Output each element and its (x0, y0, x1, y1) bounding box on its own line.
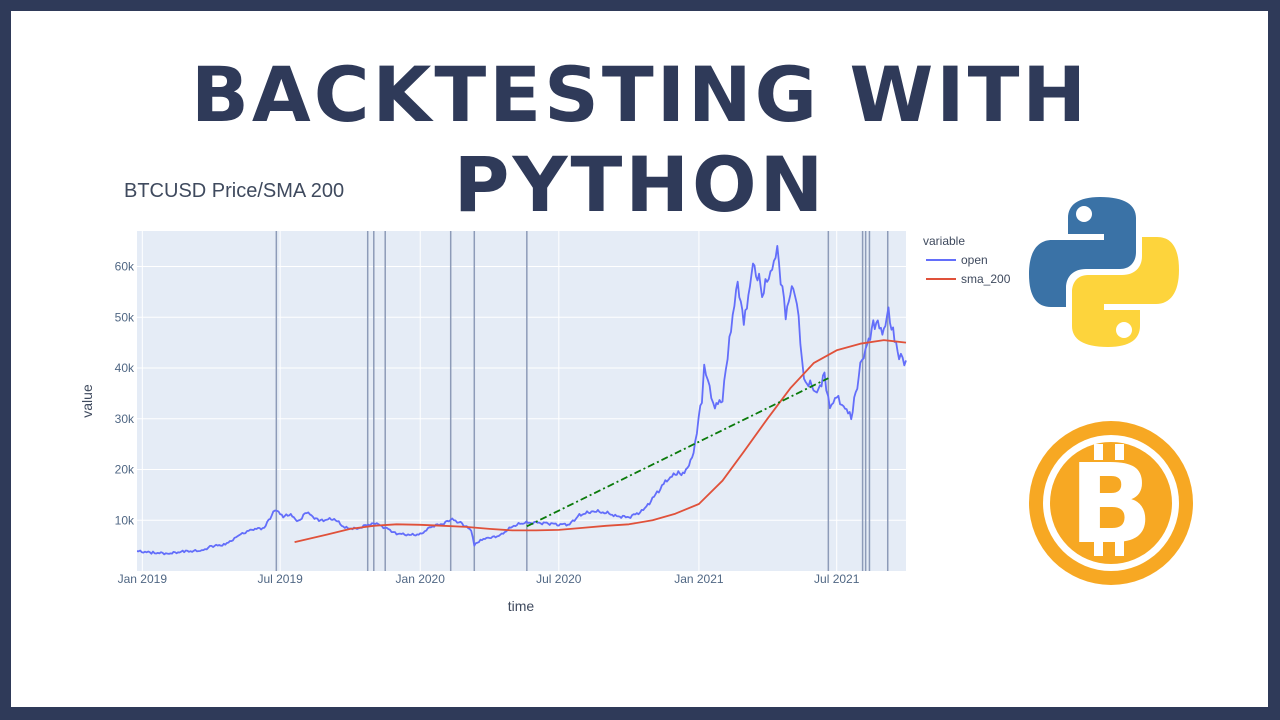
x-tick-label: Jan 2020 (396, 572, 446, 586)
python-logo-blue-eye (1076, 206, 1092, 222)
y-tick-label: 50k (115, 310, 135, 324)
y-tick-label: 60k (115, 260, 135, 274)
chart-title: BTCUSD Price/SMA 200 (124, 180, 344, 202)
x-tick-label: Jan 2019 (118, 572, 168, 586)
trade-dash-dot-line (526, 377, 829, 528)
x-axis-title: time (508, 598, 535, 614)
python-logo-yellow-snake (1072, 237, 1179, 347)
series-open-line (136, 245, 907, 556)
y-tick-label: 40k (115, 361, 135, 375)
y-tick-label: 10k (115, 513, 135, 527)
y-axis-title: value (79, 384, 95, 418)
y-tick-label: 20k (115, 463, 135, 477)
legend-entry: sma_200 (961, 272, 1011, 286)
python-logo-yellow-eye (1116, 322, 1132, 338)
svg-text:B: B (1069, 440, 1153, 568)
python-logo-icon (1029, 197, 1179, 347)
x-tick-label: Jul 2020 (536, 572, 582, 586)
btcusd-chart: 10k 20k 30k 40k 50k 60k Jan 2019 Jul 2019 Jan 20… (79, 180, 1011, 614)
bitcoin-logo-icon: B (1029, 421, 1193, 585)
series-sma-200-line (294, 339, 907, 543)
plot-area (137, 231, 906, 571)
python-logo-blue-snake (1029, 197, 1136, 307)
y-tick-label: 30k (115, 412, 135, 426)
x-tick-label: Jan 2021 (674, 572, 724, 586)
headline: BACKTESTING WITH PYTHON (190, 50, 1090, 229)
legend-entry: open (961, 253, 988, 267)
x-tick-label: Jul 2019 (257, 572, 303, 586)
x-tick-label: Jul 2021 (814, 572, 860, 586)
legend-title: variable (923, 234, 965, 248)
